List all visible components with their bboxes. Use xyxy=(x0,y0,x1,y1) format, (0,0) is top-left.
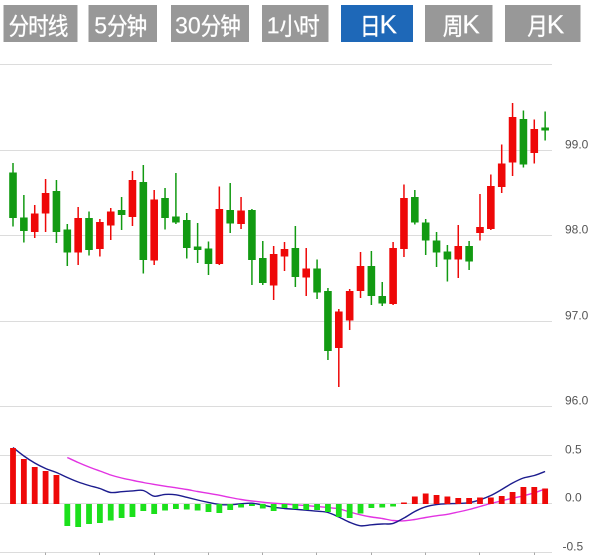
svg-text:97.0: 97.0 xyxy=(565,309,589,323)
svg-text:99.0: 99.0 xyxy=(565,138,589,152)
svg-text:0.5: 0.5 xyxy=(565,443,582,457)
svg-text:-0.5: -0.5 xyxy=(563,540,584,554)
svg-text:96.0: 96.0 xyxy=(565,394,589,408)
svg-text:0.0: 0.0 xyxy=(565,491,582,505)
svg-text:98.0: 98.0 xyxy=(565,223,589,237)
